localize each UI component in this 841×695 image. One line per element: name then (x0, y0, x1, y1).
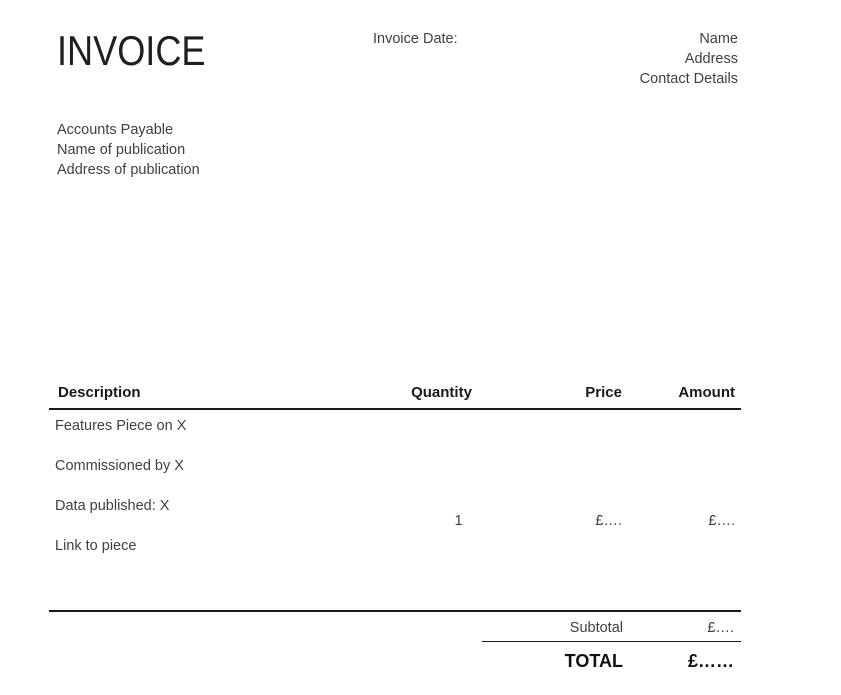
recipient-block: Name Address Contact Details (640, 29, 738, 89)
payable-line-publication-address: Address of publication (57, 162, 200, 178)
item-description-line: Data published: X (55, 498, 170, 514)
item-amount-value: £…. (708, 513, 735, 529)
recipient-name: Name (699, 31, 738, 47)
item-description-line: Commissioned by X (55, 458, 184, 474)
item-description-cell: Features Piece on X Commissioned by X Da… (49, 410, 394, 610)
item-description-line: Link to piece (55, 538, 137, 554)
payable-line-publication-name: Name of publication (57, 142, 186, 158)
item-price-value: £…. (595, 513, 622, 529)
payable-line-accounts: Accounts Payable (57, 122, 174, 138)
table-row: Features Piece on X Commissioned by X Da… (49, 410, 741, 612)
invoice-date-label: Invoice Date: (373, 31, 458, 47)
table-header-row: Description Quantity Price Amount (49, 384, 741, 410)
payable-block: Accounts Payable Name of publication Add… (57, 120, 200, 180)
recipient-contact-details: Contact Details (639, 71, 738, 87)
subtotal-label: Subtotal (569, 619, 623, 636)
summary-block: Subtotal £…. TOTAL £…… (482, 612, 741, 678)
line-items-table: Description Quantity Price Amount Featur… (49, 384, 741, 678)
total-value: £…… (687, 650, 734, 671)
item-quantity-value: 1 (454, 513, 463, 529)
recipient-address: Address (684, 51, 738, 67)
column-header-quantity: Quantity (411, 384, 472, 401)
column-header-description: Description (58, 384, 141, 401)
subtotal-value: £…. (707, 619, 734, 636)
column-header-amount: Amount (678, 384, 735, 401)
invoice-title: INVOICE (57, 27, 206, 74)
total-label: TOTAL (564, 650, 623, 671)
total-row: TOTAL £…… (482, 642, 741, 678)
subtotal-row: Subtotal £…. (482, 612, 741, 642)
column-header-price: Price (585, 384, 622, 401)
item-description-line: Features Piece on X (55, 418, 187, 434)
